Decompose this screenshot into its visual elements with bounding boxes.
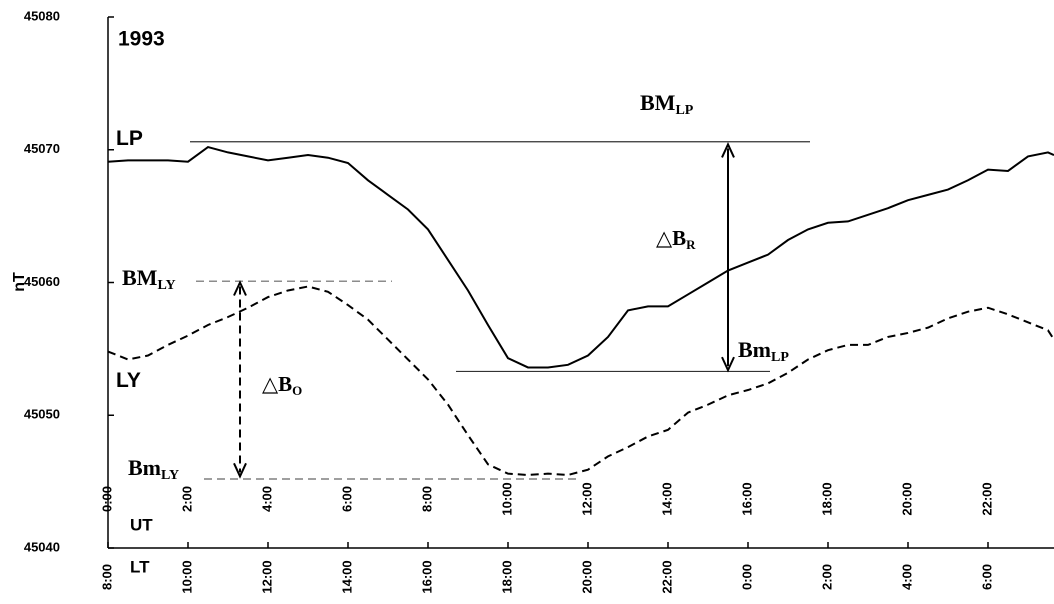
y-tick-label: 45070 [24,141,60,156]
x-tick-label: 0:00 [99,486,114,512]
reference-label: BmLP [738,337,789,365]
x-tick-label: 4:00 [259,486,274,512]
reference-label-main: BM [122,265,158,290]
arrow-head [233,280,247,296]
x2-tick-label: 2:00 [819,564,834,590]
x-tick-label: 8:00 [419,486,434,512]
x2-tick-label: 22:00 [659,560,674,593]
arrow-head [233,462,247,479]
x2-axis-label: LT [130,557,150,576]
series-line [107,146,1054,369]
x2-tick-label: 0:00 [739,564,754,590]
x2-tick-label: 14:00 [339,560,354,593]
reference-label-sub: LP [771,350,789,365]
x2-tick-label: 10:00 [179,560,194,593]
arrow-label-sub: R [686,237,696,252]
x-axis-label: UT [130,515,153,534]
reference-label: BMLP [640,90,694,118]
reference-label-sub: LY [157,278,175,293]
reference-label-main: BM [640,90,676,115]
arrow-label-sub: O [292,383,302,398]
x-tick-label: 2:00 [179,486,194,512]
x2-tick-label: 16:00 [419,560,434,593]
x2-tick-label: 20:00 [579,560,594,593]
x2-tick-label: 6:00 [979,564,994,590]
x2-tick-label: 12:00 [259,560,274,593]
reference-label-sub: LY [161,468,179,483]
chart-title: 1993 [118,28,165,51]
reference-label: BMLY [122,265,176,293]
y-tick-label: 45050 [24,407,60,422]
series-line [107,285,1054,476]
x-tick-label: 20:00 [899,482,914,515]
x-tick-label: 10:00 [499,482,514,515]
arrow-label: △BO [262,372,302,398]
x2-tick-label: 8:00 [99,564,114,590]
arrow-label-main: △B [656,226,686,250]
x-tick-label: 16:00 [739,482,754,515]
arrow-label-main: △B [262,372,292,396]
x2-tick-label: 18:00 [499,560,514,593]
arrow-label: △BR [656,226,696,252]
x-tick-label: 18:00 [819,482,834,515]
series-label: LY [116,369,141,392]
x-tick-label: 14:00 [659,482,674,515]
reference-label-sub: LP [675,103,693,118]
reference-label-main: Bm [128,455,161,480]
arrow-head [721,356,735,373]
x-tick-label: 12:00 [579,482,594,515]
y-tick-label: 45040 [24,539,60,554]
x-tick-label: 6:00 [339,486,354,512]
series-label: LP [116,127,143,150]
y-tick-label: 45080 [24,8,60,23]
reference-label: BmLY [128,455,179,483]
x2-tick-label: 4:00 [899,564,914,590]
x-tick-label: 22:00 [979,482,994,515]
y-tick-label: 45060 [24,274,60,289]
y-axis-label: nT [11,272,28,292]
reference-label-main: Bm [738,337,771,362]
arrow-head [721,142,735,158]
